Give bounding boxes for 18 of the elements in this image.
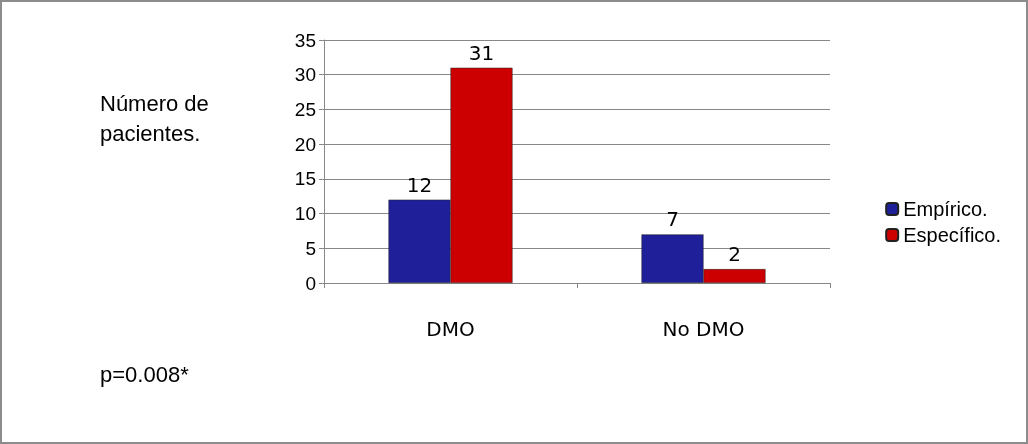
data-label: 2 <box>728 242 741 267</box>
data-label: 7 <box>666 207 679 232</box>
legend-label: Específico. <box>903 224 1002 246</box>
y-tick-label: 0 <box>305 272 316 294</box>
y-tick-label: 10 <box>294 203 316 225</box>
data-label: 31 <box>468 40 495 65</box>
legend-label: Empírico. <box>903 198 988 220</box>
y-axis-title: Número de pacientes. <box>100 90 209 146</box>
y-tick-label: 15 <box>294 168 316 190</box>
y-tick-label: 5 <box>305 237 316 259</box>
data-label: 12 <box>406 172 433 197</box>
x-tick-label: No DMO <box>662 317 745 341</box>
x-tick-label: DMO <box>426 317 475 341</box>
y-tick-label: 20 <box>294 133 316 155</box>
y-tick-label: 30 <box>294 64 316 86</box>
y-tick-label: 25 <box>294 98 316 120</box>
y-tick-label: 35 <box>294 29 316 51</box>
text: p=0.008* <box>100 361 190 387</box>
